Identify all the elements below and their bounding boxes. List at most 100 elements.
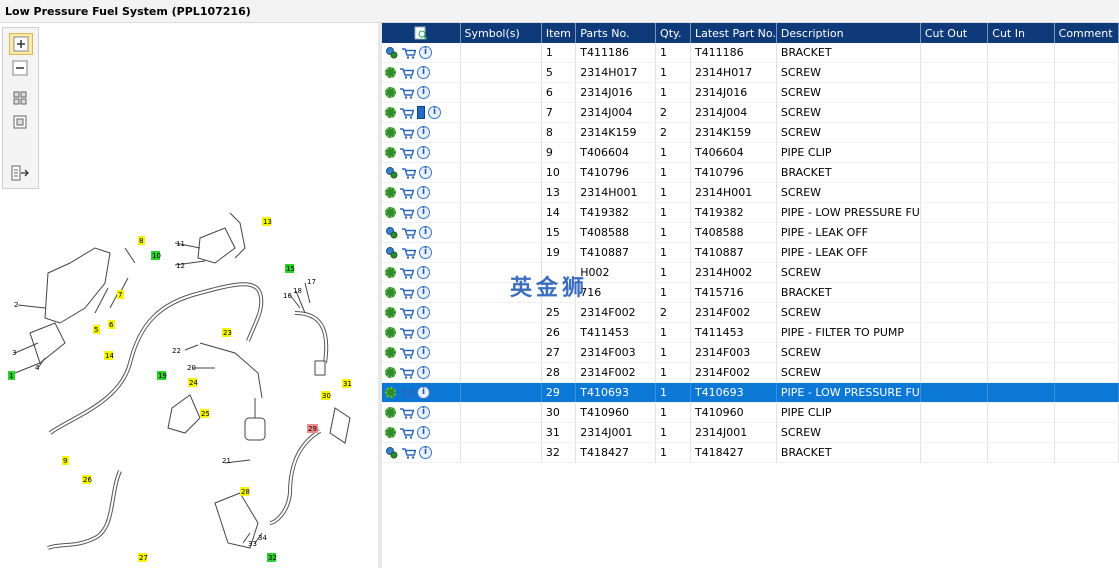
info-icon[interactable]: i <box>417 266 430 280</box>
cart-icon[interactable] <box>401 227 416 239</box>
table-row[interactable]: i 28 2314F002 1 2314F002 SCREW <box>382 362 1119 383</box>
table-row[interactable]: i 26 T411453 1 T411453 PIPE - FILTER TO PUMP <box>382 322 1119 343</box>
gear-icon[interactable] <box>385 367 396 379</box>
gear-icon[interactable] <box>385 187 396 199</box>
gears-icon[interactable] <box>385 226 398 239</box>
pane-splitter[interactable] <box>378 23 382 568</box>
column-header-cut-out[interactable]: Cut Out <box>920 23 989 43</box>
table-row[interactable]: i 8 2314K159 2 2314K159 SCREW <box>382 122 1119 143</box>
table-row[interactable]: i 6 2314J016 1 2314J016 SCREW <box>382 82 1119 103</box>
book-icon[interactable] <box>417 106 425 120</box>
cart-icon[interactable] <box>399 307 414 319</box>
column-header-cut-in[interactable]: Cut In <box>987 23 1055 43</box>
zoom-in-button[interactable] <box>9 33 33 55</box>
info-icon[interactable]: i <box>417 406 430 420</box>
info-icon[interactable]: i <box>419 226 432 240</box>
column-header-symbols[interactable]: Symbol(s) <box>460 23 542 43</box>
column-header-item[interactable]: Item <box>541 23 577 43</box>
info-icon[interactable]: i <box>417 66 430 80</box>
table-row[interactable]: i 15 T408588 1 T408588 PIPE - LEAK OFF <box>382 222 1119 243</box>
column-header-tools[interactable] <box>382 23 461 43</box>
column-header-comment[interactable]: Comment <box>1054 23 1119 43</box>
cart-icon[interactable] <box>399 127 414 139</box>
table-row[interactable]: i 10 T410796 1 T410796 BRACKET <box>382 162 1119 183</box>
cart-icon[interactable] <box>399 347 414 359</box>
cart-icon[interactable] <box>399 427 414 439</box>
gear-icon[interactable] <box>385 347 396 359</box>
column-header-qty[interactable]: Qty. <box>655 23 691 43</box>
zoom-out-button[interactable] <box>9 58 31 78</box>
info-icon[interactable]: i <box>417 346 430 360</box>
gear-icon[interactable] <box>385 407 396 419</box>
table-row[interactable]: i 31 2314J001 1 2314J001 SCREW <box>382 422 1119 443</box>
table-row[interactable]: i 29 T410693 1 T410693 PIPE - LOW PRESSURE FU <box>382 382 1119 403</box>
cart-icon[interactable] <box>399 67 414 79</box>
table-row[interactable]: i 30 T410960 1 T410960 PIPE CLIP <box>382 402 1119 423</box>
column-header-parts-no[interactable]: Parts No. <box>575 23 657 43</box>
info-icon[interactable]: i <box>417 186 430 200</box>
cart-icon[interactable] <box>399 147 414 159</box>
info-icon[interactable]: i <box>419 446 432 460</box>
cart-icon[interactable] <box>399 387 414 399</box>
cart-icon[interactable] <box>401 167 416 179</box>
gear-icon[interactable] <box>385 147 396 159</box>
info-icon[interactable]: i <box>419 246 432 260</box>
table-row[interactable]: i 716 1 T415716 BRACKET <box>382 282 1119 303</box>
gear-icon[interactable] <box>385 307 396 319</box>
info-icon[interactable]: i <box>419 166 432 180</box>
table-row[interactable]: i 9 T406604 1 T406604 PIPE CLIP <box>382 142 1119 163</box>
fit-view-button[interactable] <box>9 88 31 108</box>
cart-icon[interactable] <box>399 367 414 379</box>
table-row[interactable]: i 25 2314F002 2 2314F002 SCREW <box>382 302 1119 323</box>
diagram-pane[interactable]: 8 13 7 6 5 14 23 24 25 31 30 9 26 28 27 … <box>0 23 378 568</box>
cart-icon[interactable] <box>399 87 414 99</box>
gear-icon[interactable] <box>385 207 396 219</box>
parts-diagram[interactable]: 8 13 7 6 5 14 23 24 25 31 30 9 26 28 27 … <box>0 173 378 568</box>
info-icon[interactable]: i <box>417 206 430 220</box>
gear-icon[interactable] <box>385 87 396 99</box>
gears-icon[interactable] <box>385 446 398 459</box>
gear-icon[interactable] <box>385 127 396 139</box>
cart-icon[interactable] <box>401 447 416 459</box>
info-icon[interactable]: i <box>428 106 441 120</box>
export-button[interactable] <box>9 163 31 183</box>
info-icon[interactable]: i <box>417 366 430 380</box>
info-icon[interactable]: i <box>417 146 430 160</box>
gears-icon[interactable] <box>385 46 398 59</box>
gear-icon[interactable] <box>385 67 396 79</box>
table-row[interactable]: i 19 T410887 1 T410887 PIPE - LEAK OFF <box>382 242 1119 263</box>
cart-icon[interactable] <box>399 287 414 299</box>
info-icon[interactable]: i <box>417 306 430 320</box>
table-row[interactable]: i H002 1 2314H002 SCREW <box>382 262 1119 283</box>
table-row[interactable]: i 27 2314F003 1 2314F003 SCREW <box>382 342 1119 363</box>
table-row[interactable]: i 1 T411186 1 T411186 BRACKET <box>382 43 1119 63</box>
column-header-description[interactable]: Description <box>776 23 921 43</box>
cart-icon[interactable] <box>399 107 414 119</box>
window-view-button[interactable] <box>9 112 31 132</box>
table-row[interactable]: i 5 2314H017 1 2314H017 SCREW <box>382 62 1119 83</box>
gear-icon[interactable] <box>385 107 396 119</box>
table-row[interactable]: i 32 T418427 1 T418427 BRACKET <box>382 442 1119 463</box>
cart-icon[interactable] <box>399 187 414 199</box>
info-icon[interactable]: i <box>417 426 430 440</box>
info-icon[interactable]: i <box>419 46 432 60</box>
info-icon[interactable]: i <box>417 326 430 340</box>
gear-icon[interactable] <box>385 287 396 299</box>
gears-icon[interactable] <box>385 166 398 179</box>
table-row[interactable]: i 7 2314J004 2 2314J004 SCREW <box>382 102 1119 123</box>
cart-icon[interactable] <box>401 47 416 59</box>
info-icon[interactable]: i <box>417 86 430 100</box>
gears-icon[interactable] <box>385 246 398 259</box>
info-icon[interactable]: i <box>417 386 430 400</box>
gear-icon[interactable] <box>385 387 396 399</box>
cart-icon[interactable] <box>399 327 414 339</box>
table-row[interactable]: i 13 2314H001 1 2314H001 SCREW <box>382 182 1119 203</box>
gear-icon[interactable] <box>385 427 396 439</box>
table-row[interactable]: i 14 T419382 1 T419382 PIPE - LOW PRESSURE FU <box>382 202 1119 223</box>
info-icon[interactable]: i <box>417 286 430 300</box>
cart-icon[interactable] <box>399 407 414 419</box>
info-icon[interactable]: i <box>417 126 430 140</box>
cart-icon[interactable] <box>399 207 414 219</box>
gear-icon[interactable] <box>385 327 396 339</box>
cart-icon[interactable] <box>401 247 416 259</box>
